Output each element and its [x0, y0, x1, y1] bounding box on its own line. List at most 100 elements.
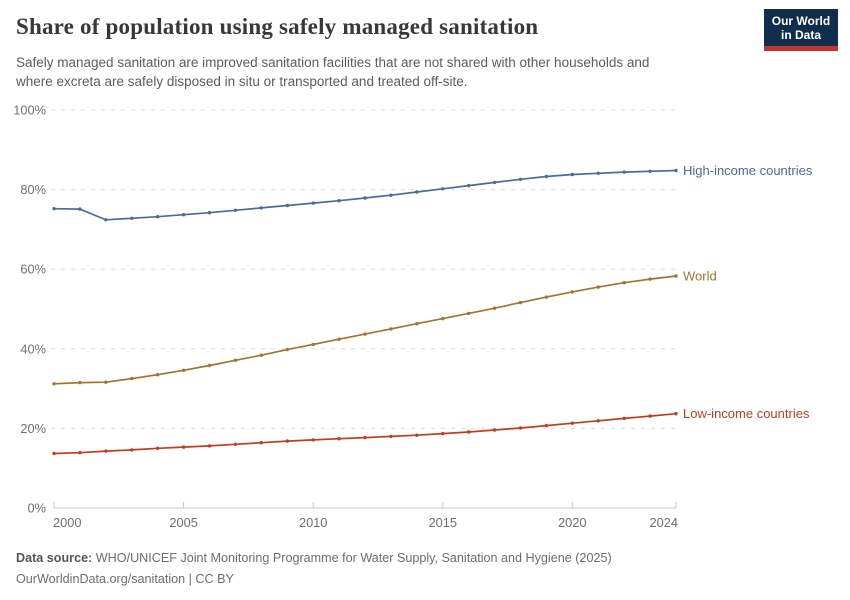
data-point: [130, 216, 134, 220]
y-tick-label: 100%: [13, 103, 46, 118]
data-point: [622, 170, 626, 174]
chart-subtitle: Safely managed sanitation are improved s…: [16, 53, 736, 91]
data-point: [648, 414, 652, 418]
data-point: [518, 300, 523, 305]
data-point: [233, 358, 238, 362]
y-tick-label: 60%: [20, 262, 46, 277]
data-point: [389, 327, 393, 331]
series-line-2: [53, 412, 677, 455]
data-point: [492, 428, 497, 432]
chart-subtitle-line2: where excreta are safely disposed in sit…: [16, 74, 468, 89]
data-point: [622, 416, 626, 421]
data-point: [259, 353, 263, 357]
data-point: [389, 434, 393, 439]
data-point: [311, 201, 315, 205]
data-point: [674, 274, 678, 278]
data-point: [285, 203, 289, 208]
data-point: [285, 439, 289, 443]
data-point: [596, 285, 600, 289]
data-point: [130, 448, 134, 452]
data-point: [52, 451, 56, 456]
x-tick-label: 2005: [169, 515, 197, 530]
owid-logo: Our World in Data: [764, 9, 838, 51]
x-tick-label: 2024: [650, 515, 678, 530]
owid-logo-line1: Our World: [771, 14, 831, 28]
data-point: [648, 277, 652, 281]
page-title: Share of population using safely managed…: [16, 14, 539, 39]
data-point: [78, 207, 82, 211]
data-point: [207, 211, 212, 215]
data-point: [467, 183, 471, 188]
y-tick-label: 20%: [20, 421, 46, 436]
series-end-label-2[interactable]: Low-income countries: [683, 406, 810, 421]
data-point: [52, 382, 56, 386]
data-point: [441, 187, 445, 191]
data-point: [544, 174, 549, 179]
data-point: [570, 421, 574, 425]
data-point: [337, 337, 341, 341]
data-point: [492, 180, 497, 185]
data-point: [259, 206, 263, 210]
data-point: [311, 438, 315, 442]
owid-logo-line2: in Data: [780, 28, 821, 42]
data-point: [441, 316, 445, 321]
data-point: [130, 376, 134, 381]
series-line-0: [53, 169, 677, 221]
data-point: [104, 218, 108, 222]
y-tick-label: 0%: [28, 501, 47, 516]
data-source-line: Data source: WHO/UNICEF Joint Monitoring…: [16, 548, 612, 569]
data-point: [363, 332, 367, 336]
data-point: [648, 169, 652, 173]
data-point: [207, 444, 212, 448]
data-point: [492, 306, 497, 310]
y-tick-label: 40%: [20, 341, 46, 356]
data-point: [285, 347, 289, 352]
data-point: [337, 437, 341, 441]
data-point: [389, 193, 393, 197]
x-tick-label: 2015: [429, 515, 457, 530]
data-point: [518, 426, 523, 430]
license-line: OurWorldinData.org/sanitation | CC BY: [16, 572, 234, 586]
data-point: [570, 290, 574, 294]
data-point: [181, 368, 186, 372]
x-tick-label: 2020: [558, 515, 586, 530]
series-end-label-0[interactable]: High-income countries: [683, 163, 813, 178]
data-point: [415, 322, 419, 326]
data-point: [674, 168, 678, 173]
chart-footer: Data source: WHO/UNICEF Joint Monitoring…: [16, 548, 612, 590]
data-point: [337, 199, 341, 203]
series-line-1: [53, 275, 677, 385]
data-point: [52, 207, 56, 211]
data-point: [674, 412, 678, 416]
data-point: [78, 380, 82, 385]
data-point: [570, 172, 574, 177]
data-point: [156, 215, 160, 219]
data-point: [415, 433, 419, 437]
chart-subtitle-line1: Safely managed sanitation are improved s…: [16, 55, 650, 70]
data-point: [622, 281, 626, 285]
data-source-text: WHO/UNICEF Joint Monitoring Programme fo…: [92, 551, 612, 565]
y-tick-label: 80%: [20, 182, 46, 197]
data-point: [181, 445, 186, 449]
series-end-label-1[interactable]: World: [683, 269, 717, 284]
x-tick-label: 2010: [299, 515, 327, 530]
data-point: [233, 442, 238, 446]
data-point: [441, 431, 445, 436]
data-point: [596, 419, 600, 423]
data-point: [207, 363, 212, 368]
data-point: [518, 177, 523, 181]
data-point: [259, 441, 263, 445]
data-point: [156, 373, 160, 377]
data-point: [104, 449, 108, 453]
data-point: [544, 423, 549, 428]
data-point: [363, 196, 367, 200]
data-source-label: Data source:: [16, 551, 93, 565]
x-tick-label: 2000: [53, 515, 81, 530]
data-point: [544, 295, 549, 299]
data-point: [311, 342, 315, 347]
data-point: [104, 380, 108, 384]
data-point: [467, 430, 471, 434]
data-point: [467, 311, 471, 316]
